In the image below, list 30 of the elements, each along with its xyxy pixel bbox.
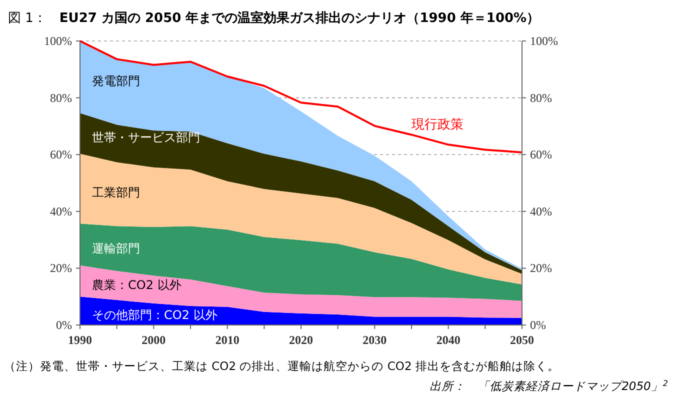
- series-label: 世帯・サービス部門: [92, 130, 200, 144]
- y2-tick-label: 60%: [530, 148, 552, 162]
- line-series: [79, 40, 523, 154]
- series-label: 工業部門: [92, 186, 140, 200]
- y2-tick-label: 0%: [530, 318, 546, 332]
- y2-tick-label: 80%: [530, 90, 552, 105]
- text: 出所： 「低炭素経済ロードマップ2050」$^{2}$: [430, 378, 668, 393]
- y2-tick-label: 40%: [530, 204, 552, 218]
- series-label: 発電部門: [92, 74, 140, 88]
- chart-title: 図 1： EU27 カ国の 2050 年までの温室効果ガス排出のシナリオ（1990 年＝100%）: [8, 10, 540, 26]
- x-tick-label: 2020: [289, 333, 313, 347]
- series-label: 農業：CO2 以外: [92, 278, 182, 292]
- y-tick-label: 0%: [56, 318, 72, 332]
- x-tick-label: 2040: [436, 333, 460, 347]
- x-tick-label: 2010: [215, 333, 240, 347]
- y-tick-label: 20%: [50, 261, 72, 276]
- x-tick-label: 2030: [362, 333, 387, 347]
- series-label: 現行政策: [412, 118, 464, 133]
- y-tick-label: 60%: [50, 148, 72, 162]
- y-tick-label: 40%: [50, 204, 72, 218]
- y2-tick-label: 100%: [530, 34, 558, 48]
- y-tick-label: 100%: [44, 34, 72, 48]
- x-tick-label: 2050: [510, 333, 534, 347]
- text: （注）発電、世帯・サービス、工業は CO2 の排出、運輸は航空からの CO2 排出を含むが船舶は除く。: [4, 359, 560, 373]
- series-label: 運輸部門: [92, 241, 140, 256]
- y2-tick-label: 20%: [530, 261, 552, 276]
- y-tick-label: 80%: [50, 90, 72, 105]
- x-tick-label: 2000: [142, 333, 166, 347]
- x-tick-label: 1990: [68, 333, 92, 347]
- series-label: その他部門：CO2 以外: [92, 308, 218, 322]
